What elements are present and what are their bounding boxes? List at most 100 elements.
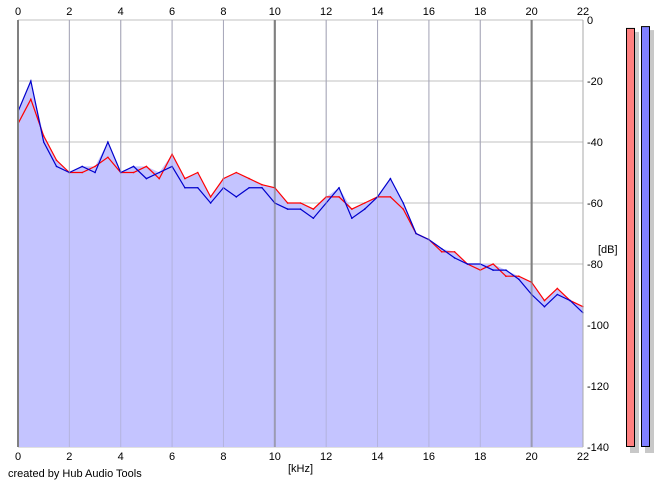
x-tick-label-top: 2: [66, 6, 72, 18]
data-point: [389, 196, 392, 198]
data-point: [351, 217, 353, 220]
data-point: [453, 251, 456, 253]
data-point: [261, 183, 263, 186]
meter-bar-left: [626, 27, 635, 448]
y-axis-label: [dB]: [598, 244, 618, 256]
y-tick-label: -80: [587, 259, 603, 271]
x-tick-label-top: 10: [269, 6, 281, 18]
x-tick-label-bottom: 16: [423, 451, 435, 463]
data-point: [94, 171, 96, 174]
data-point: [196, 186, 199, 189]
x-axis-label: [kHz]: [288, 463, 313, 475]
x-tick-label-top: 0: [15, 6, 21, 18]
data-point: [338, 196, 340, 198]
data-point: [505, 275, 507, 278]
data-point: [261, 186, 263, 189]
data-point: [517, 278, 520, 281]
x-tick-label-top: 4: [118, 6, 124, 18]
data-point: [453, 257, 456, 259]
y-tick-label: -120: [587, 381, 609, 393]
data-point: [81, 171, 84, 174]
y-tick-label: 0: [587, 15, 593, 27]
x-tick-label-top: 12: [320, 6, 332, 18]
data-point: [132, 165, 135, 168]
data-point: [402, 208, 405, 210]
data-point: [248, 177, 250, 180]
data-point: [517, 275, 520, 278]
data-point: [248, 186, 250, 189]
x-tick-label-bottom: 18: [474, 451, 486, 463]
x-tick-label-bottom: 14: [371, 451, 383, 463]
data-point: [351, 208, 353, 210]
meter-bar-right: [641, 26, 650, 447]
data-point: [286, 208, 289, 210]
x-tick-label-top: 14: [371, 6, 383, 18]
x-tick-label-top: 20: [526, 6, 538, 18]
data-point: [107, 156, 109, 159]
data-point: [209, 202, 212, 204]
x-tick-label-bottom: 6: [169, 451, 175, 463]
x-tick-label-bottom: 20: [526, 451, 538, 463]
data-point: [415, 232, 417, 235]
data-point: [132, 171, 135, 174]
data-point: [312, 208, 315, 210]
data-point: [440, 247, 443, 250]
data-point: [299, 208, 302, 210]
data-point: [42, 135, 45, 137]
data-point: [569, 299, 571, 302]
x-tick-label-bottom: 0: [15, 451, 21, 463]
data-point: [556, 293, 559, 296]
data-point: [235, 196, 238, 198]
data-point: [235, 171, 238, 174]
data-point: [81, 165, 84, 168]
data-point: [299, 202, 302, 204]
x-tick-label-top: 18: [474, 6, 486, 18]
x-tick-label-bottom: 12: [320, 451, 332, 463]
data-point: [196, 171, 199, 174]
data-point: [492, 269, 494, 271]
data-point: [184, 186, 186, 189]
x-tick-label-bottom: 10: [269, 451, 281, 463]
x-tick-label-top: 22: [577, 6, 589, 18]
y-tick-label: -40: [587, 137, 603, 149]
y-tick-label: -60: [587, 198, 603, 210]
data-point: [363, 202, 366, 204]
x-tick-label-bottom: 4: [118, 451, 124, 463]
data-point: [30, 98, 32, 101]
data-point: [466, 263, 469, 265]
data-point: [312, 217, 315, 220]
data-point: [145, 165, 148, 168]
data-point: [286, 202, 289, 204]
x-tick-label-bottom: 22: [577, 451, 589, 463]
data-point: [543, 299, 546, 302]
data-point: [543, 305, 546, 308]
data-point: [42, 141, 45, 143]
data-point: [556, 287, 559, 290]
data-point: [55, 159, 58, 162]
data-point: [145, 177, 148, 180]
data-point: [440, 251, 443, 253]
credit-text: created by Hub Audio Tools: [8, 468, 142, 480]
data-point: [505, 269, 507, 271]
data-point: [94, 165, 96, 168]
data-point: [184, 177, 186, 180]
data-point: [492, 263, 494, 265]
x-tick-label-top: 8: [220, 6, 226, 18]
y-tick-label: -20: [587, 76, 603, 88]
data-point: [402, 202, 405, 204]
data-point: [363, 208, 366, 210]
data-point: [158, 171, 161, 174]
x-tick-label-bottom: 2: [66, 451, 72, 463]
data-point: [107, 141, 109, 143]
x-tick-label-top: 16: [423, 6, 435, 18]
data-point: [158, 177, 161, 180]
data-point: [209, 196, 212, 198]
data-point: [55, 165, 58, 168]
data-point: [30, 80, 32, 82]
y-tick-label: -100: [587, 320, 609, 332]
y-tick-label: -140: [587, 442, 609, 454]
x-tick-label-top: 6: [169, 6, 175, 18]
data-point: [389, 177, 392, 180]
